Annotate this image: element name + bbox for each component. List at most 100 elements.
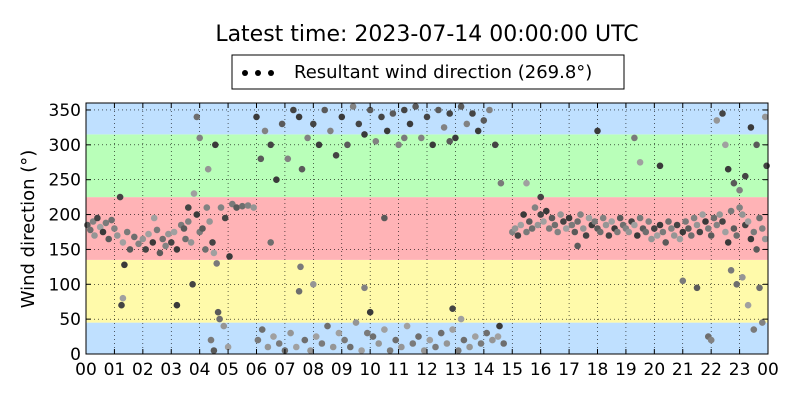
data-point: [739, 274, 746, 281]
data-point: [126, 246, 134, 253]
data-point: [344, 141, 351, 149]
legend: Resultant wind direction (269.8°): [231, 54, 625, 90]
x-tick-label: 14: [473, 360, 495, 380]
data-point: [418, 134, 425, 142]
chart-title: Latest time: 2023-07-14 00:00:00 UTC: [215, 22, 638, 47]
data-point: [651, 225, 658, 232]
data-point: [386, 347, 394, 354]
data-point: [469, 110, 476, 117]
x-tick-label: 22: [700, 360, 722, 380]
data-point: [226, 253, 233, 260]
data-point: [189, 281, 196, 288]
data-point: [705, 225, 712, 232]
data-point: [108, 216, 115, 224]
x-tick-label: 12: [416, 360, 438, 380]
x-tick-label: 00: [75, 360, 97, 380]
data-point: [449, 305, 456, 313]
data-point: [250, 204, 257, 211]
data-point: [682, 218, 689, 225]
data-point: [361, 284, 368, 292]
data-point: [204, 165, 212, 173]
data-point: [406, 120, 414, 128]
data-point: [392, 336, 400, 344]
data-point: [440, 124, 448, 131]
data-point: [665, 218, 672, 225]
data-point: [398, 343, 405, 351]
data-point: [244, 202, 252, 209]
x-axis-ticks: 00 01 02 03 04 05 06 07 08 09 10 11 12 13 14 15 16 17 18 19…: [75, 103, 779, 380]
data-point: [744, 218, 752, 225]
data-point: [582, 232, 590, 239]
y-tick-label: 300: [49, 136, 81, 156]
x-tick-label: 19: [615, 360, 637, 380]
data-point: [491, 141, 499, 149]
data-point: [401, 134, 408, 142]
data-point: [358, 347, 365, 354]
data-point: [293, 343, 300, 351]
data-point: [290, 106, 297, 114]
data-point: [217, 204, 225, 211]
data-point: [145, 230, 152, 238]
data-point: [696, 228, 704, 236]
data-point: [463, 120, 471, 128]
data-point: [455, 347, 462, 354]
data-point: [352, 319, 360, 326]
data-point: [213, 260, 220, 267]
data-point: [719, 218, 726, 225]
data-point: [446, 138, 454, 145]
data-point: [761, 235, 769, 243]
data-point: [571, 228, 579, 236]
data-point: [287, 329, 294, 337]
x-tick-label: 08: [303, 360, 325, 380]
data-point: [341, 336, 348, 344]
data-point: [264, 343, 272, 351]
data-point: [443, 340, 451, 347]
data-point: [568, 221, 576, 229]
data-point: [298, 165, 306, 173]
data-point: [420, 347, 428, 354]
data-point: [366, 106, 374, 114]
data-point: [295, 288, 303, 295]
data-point: [338, 113, 346, 121]
data-point: [423, 113, 431, 121]
data-point: [395, 141, 402, 149]
data-point: [642, 228, 650, 236]
data-point: [301, 336, 309, 344]
data-point: [224, 343, 232, 351]
data-point: [500, 340, 508, 347]
data-point: [690, 214, 698, 222]
data-point: [375, 340, 383, 347]
data-point: [91, 232, 98, 239]
data-point: [562, 225, 570, 232]
data-point: [742, 172, 749, 180]
data-point: [432, 343, 439, 351]
data-point: [315, 141, 323, 149]
data-point: [713, 221, 721, 229]
data-point: [310, 120, 317, 128]
data-point: [560, 218, 567, 225]
data-point: [162, 242, 169, 250]
data-point: [449, 326, 456, 333]
data-point: [699, 211, 706, 218]
data-point: [87, 226, 94, 234]
y-tick-label: 0: [70, 345, 81, 365]
data-point: [221, 214, 229, 222]
data-point: [355, 120, 363, 128]
x-tick-label: 07: [274, 360, 296, 380]
data-point: [554, 228, 561, 236]
data-point: [196, 134, 203, 142]
data-point: [135, 240, 142, 248]
data-point: [733, 281, 740, 288]
data-point: [480, 117, 488, 124]
data-point: [193, 211, 201, 218]
data-point: [759, 225, 766, 232]
x-tick-label: 03: [160, 360, 182, 380]
data-point: [258, 326, 266, 333]
data-point: [381, 326, 388, 333]
data-point: [426, 336, 434, 344]
data-point: [719, 110, 726, 117]
data-point: [389, 110, 397, 117]
data-point: [685, 225, 692, 232]
data-point: [435, 106, 442, 114]
data-point: [656, 162, 664, 170]
